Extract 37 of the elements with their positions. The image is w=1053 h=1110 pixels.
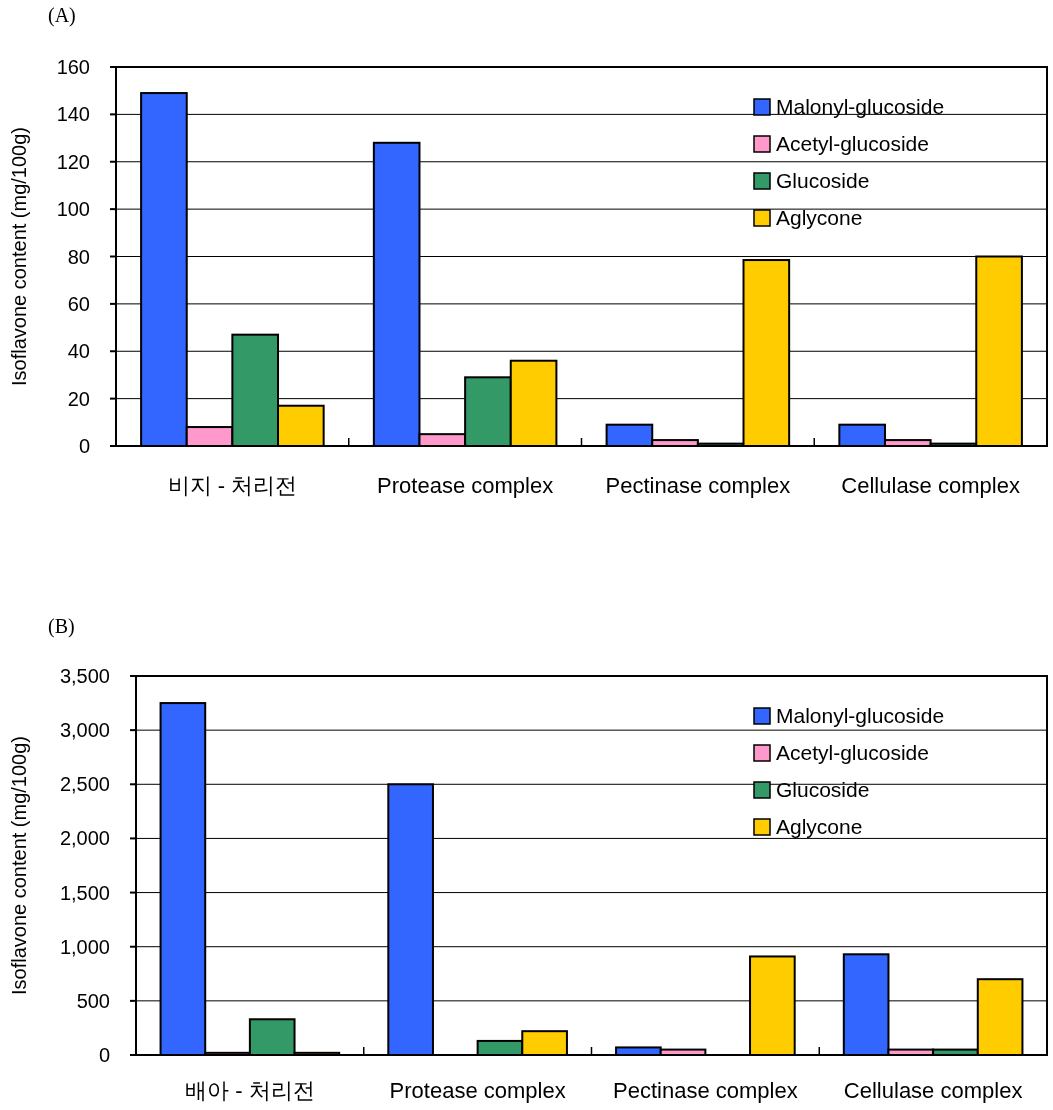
legend-label: Malonyl-glucoside xyxy=(776,704,945,728)
y-tick-label: 3,500 xyxy=(59,665,110,687)
x-tick-label: 배아 - 처리전 xyxy=(185,1078,315,1103)
legend-label: Malonyl-glucoside xyxy=(776,95,945,119)
y-tick-label: 140 xyxy=(56,103,90,126)
x-tick-label: Protease complex xyxy=(389,1078,566,1103)
y-tick-label: 2,000 xyxy=(59,827,110,850)
y-tick-label: 2,500 xyxy=(59,773,110,796)
y-tick-label: 1,500 xyxy=(59,881,110,904)
y-tick-label: 60 xyxy=(67,292,90,315)
y-tick-label: 0 xyxy=(98,1044,110,1066)
x-tick-label: Pectinase complex xyxy=(613,1078,798,1103)
y-tick-label: 3,000 xyxy=(59,719,110,742)
x-tick-label: Protease complex xyxy=(377,473,554,498)
y-tick-label: 500 xyxy=(76,989,110,1012)
y-tick-label: 20 xyxy=(67,387,90,410)
y-tick-label: 80 xyxy=(67,245,90,268)
chart-title: (A) xyxy=(48,4,76,27)
chart-title: (B) xyxy=(48,615,75,638)
x-tick-label: Cellulase complex xyxy=(843,1078,1023,1103)
legend-label: Aglycone xyxy=(776,206,863,230)
y-tick-label: 100 xyxy=(56,198,90,221)
x-tick-label: 비지 - 처리전 xyxy=(167,473,298,498)
legend-label: Aglycone xyxy=(776,815,863,839)
y-tick-label: 120 xyxy=(56,150,90,173)
y-tick-label: 1,000 xyxy=(59,935,110,958)
y-tick-label: 160 xyxy=(56,56,90,78)
y-axis-title: Isoflavone content (mg/100g) xyxy=(8,735,30,996)
y-tick-label: 0 xyxy=(78,435,90,457)
y-tick-label: 40 xyxy=(67,340,90,363)
legend-label: Acetyl-glucoside xyxy=(776,741,929,765)
legend-label: Glucoside xyxy=(776,778,870,802)
x-tick-label: Pectinase complex xyxy=(605,473,791,498)
x-tick-label: Cellulase complex xyxy=(841,473,1020,498)
legend-label: Acetyl-glucoside xyxy=(776,132,929,156)
legend-label: Glucoside xyxy=(776,169,870,193)
y-axis-title: Isoflavone content (mg/100g) xyxy=(8,126,30,387)
